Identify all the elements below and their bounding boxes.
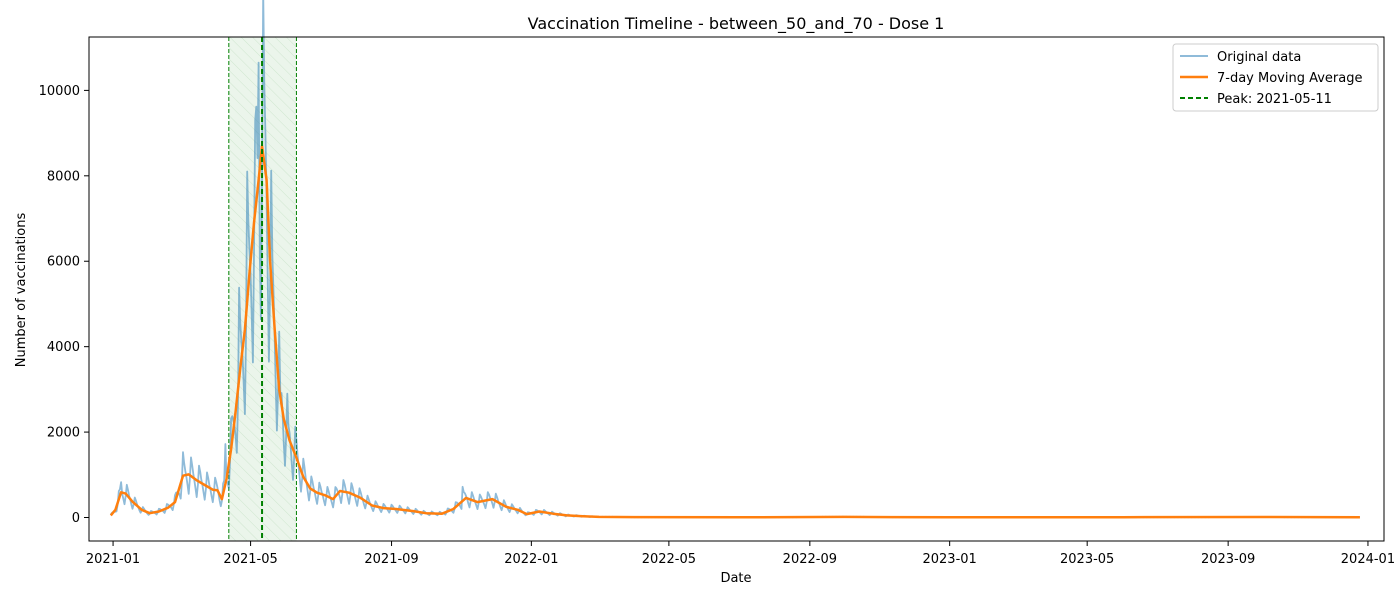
x-tick-label-6: 2023-01 [922,552,976,567]
plot-area: 2021-01 2021-05 2021-09 2022-01 2022-05 2022-… [39,0,1395,567]
x-tick-label-2: 2021-09 [364,552,418,567]
x-tick-label-7: 2023-05 [1060,552,1114,567]
x-axis-label: Date [720,571,751,586]
x-tick-label-8: 2023-09 [1201,552,1255,567]
y-tick-label-2: 4000 [47,340,80,355]
y-tick-label-5: 10000 [39,84,80,99]
plot-frame [88,36,1385,542]
y-tick-label-3: 6000 [47,255,80,270]
y-axis-label: Number of vaccinations [14,213,29,368]
x-tick-label-3: 2022-01 [504,552,558,567]
y-tick-label-4: 8000 [47,169,80,184]
legend-box [1172,43,1379,112]
x-tick-label-5: 2022-09 [783,552,837,567]
series-moving-average [109,144,1360,519]
x-tick-label-4: 2022-05 [642,552,696,567]
legend: Original data 7-day Moving Average Peak:… [1172,43,1379,112]
legend-label-moving-average: 7-day Moving Average [1217,71,1363,86]
y-tick-label-0: 0 [72,511,80,526]
chart-title: Vaccination Timeline - between_50_and_70… [528,14,945,34]
x-tick-label-0: 2021-01 [86,552,140,567]
y-tick-label-1: 2000 [47,426,80,441]
legend-label-peak: Peak: 2021-05-11 [1217,92,1332,107]
legend-label-original: Original data [1217,50,1301,65]
x-tick-label-9: 2024-01 [1341,552,1395,567]
x-tick-label-1: 2021-05 [223,552,277,567]
